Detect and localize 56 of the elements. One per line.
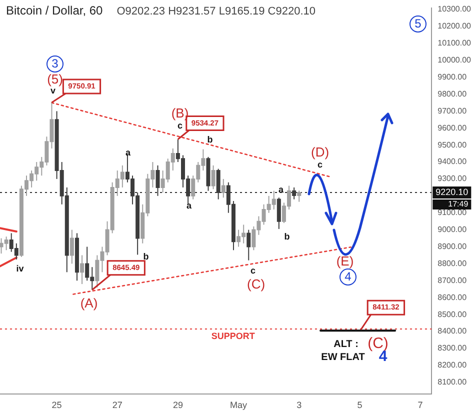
ref-line-label: SUPPORT (211, 330, 256, 341)
annotation: (5) (47, 72, 63, 87)
annotation: 3 (52, 56, 59, 70)
y-tick-label: 8800.00 (438, 258, 468, 268)
x-tick-label: 5 (357, 400, 362, 410)
annotation: b (143, 251, 150, 262)
y-tick-label: 8300.00 (438, 344, 468, 353)
annotation: (C) (246, 276, 266, 292)
text: 17:49 (448, 200, 469, 209)
annotation: ALT : (334, 338, 358, 350)
y-tick-label: 8200.00 (438, 360, 468, 370)
annotation: v (50, 85, 56, 96)
annotation: (A) (80, 296, 98, 311)
chart-title: Bitcoin / Dollar, 60 (6, 3, 104, 18)
annotation: c (317, 159, 323, 170)
y-tick-label: 10300.00 (438, 4, 472, 14)
annotation: (D) (310, 144, 330, 160)
x-tick-label: 25 (52, 400, 62, 410)
x-tick-label: May (230, 400, 248, 410)
y-tick-label: 8100.00 (438, 378, 468, 387)
x-tick-label: 7 (418, 400, 423, 410)
annotation: (C) (368, 335, 388, 352)
chart-subtitle: O9202.23 H9231.57 L9165.19 C9220.10 (116, 6, 316, 18)
x-tick-label: 29 (172, 400, 183, 410)
y-tick-label: 8400.00 (438, 326, 468, 336)
y-tick-label: 8700.00 (438, 276, 468, 285)
y-tick-label: 10200.00 (438, 22, 472, 31)
y-tick-label: 9500.00 (438, 140, 468, 150)
y-tick-label: 8500.00 (438, 310, 468, 319)
y-tick-label: 8600.00 (438, 292, 468, 302)
y-tick-label: 9900.00 (438, 72, 468, 82)
y-tick-label: 9700.00 (438, 106, 468, 116)
x-tick-label: 27 (112, 400, 122, 410)
annotation: a (186, 200, 192, 210)
annotation: (E) (336, 254, 354, 269)
annotation: iv (16, 263, 24, 274)
y-tick-label: 10000.00 (438, 56, 472, 65)
annotation: c (250, 265, 256, 276)
annotation: b (284, 231, 290, 242)
y-tick-label: 9300.00 (438, 174, 468, 184)
ref-line-label: 9220.10 (436, 186, 468, 197)
y-tick-label: 10100.00 (438, 38, 472, 48)
annotation: 5 (414, 16, 422, 30)
annotation: c (177, 120, 183, 130)
annotation: a (125, 147, 132, 158)
y-tick-label: 9400.00 (438, 157, 468, 166)
y-tick-label: 8900.00 (438, 242, 468, 251)
y-tick-label: 9100.00 (438, 208, 468, 218)
y-tick-label: 9000.00 (438, 225, 468, 234)
y-tick-label: 9800.00 (438, 89, 468, 98)
annotation: a (278, 184, 284, 194)
annotation: EW FLAT (321, 352, 365, 363)
x-tick-label: 3 (296, 400, 302, 410)
y-tick-label: 9600.00 (438, 123, 468, 132)
annotation: b (207, 134, 214, 144)
annotation: 4 (344, 269, 352, 284)
